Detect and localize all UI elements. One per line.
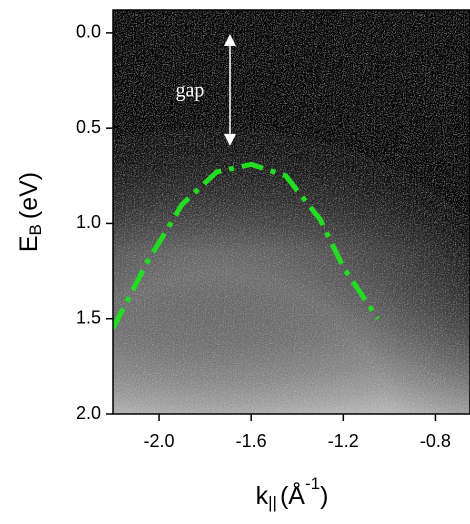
x-tick-label: -0.8 [420,431,451,451]
y-label-main: E [15,235,43,252]
x-label-sup: -1 [305,474,320,493]
x-label-sub: || [268,493,277,512]
intensity-image [113,10,470,414]
y-tick-label: 1.5 [76,307,101,327]
x-label-close: ) [320,482,328,510]
x-label-open: (Å [280,480,305,510]
y-tick-label: 1.0 [76,212,101,232]
x-axis-label: k|| (Å-1) [256,474,329,512]
gap-arrow [224,34,236,146]
plot-area [113,10,470,414]
plot-frame [112,9,470,415]
guide-curve [113,161,380,330]
y-tick-label: 0.0 [76,22,101,42]
y-label-unit: (eV) [15,172,43,219]
annotation: gap [176,80,205,102]
y-tick-label: 2.0 [76,403,101,423]
x-label-main: k [256,482,269,510]
y-tick-label: 0.5 [76,117,101,137]
y-label-sub: B [26,224,45,235]
x-tick-label: -2.0 [144,431,175,451]
x-tick-label: -1.6 [236,431,267,451]
y-axis-label: EB (eV) [15,172,46,252]
x-tick-label: -1.2 [328,431,359,451]
